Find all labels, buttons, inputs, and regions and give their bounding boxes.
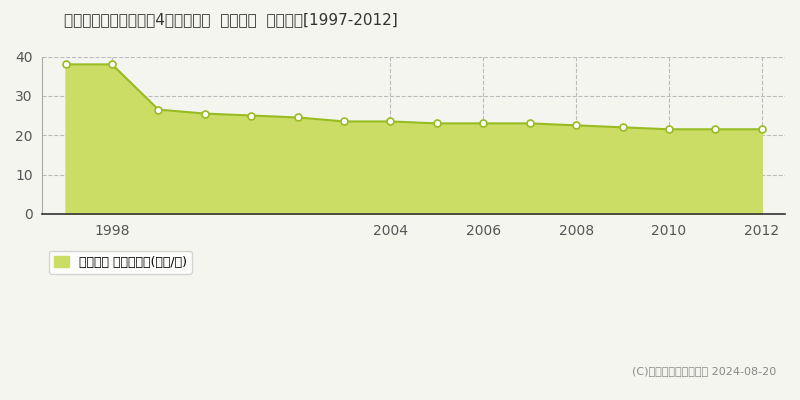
Point <box>198 110 211 117</box>
Legend: 地価公示 平均崪単価(万円/崪): 地価公示 平均崪単価(万円/崪) <box>49 251 191 274</box>
Point <box>291 114 304 121</box>
Point <box>523 120 536 126</box>
Point <box>755 126 768 132</box>
Text: (C)土地価格ドットコム 2024-08-20: (C)土地価格ドットコム 2024-08-20 <box>632 366 776 376</box>
Point <box>477 120 490 126</box>
Point <box>152 106 165 113</box>
Point <box>662 126 675 132</box>
Point <box>245 112 258 119</box>
Point <box>59 61 72 68</box>
Point <box>709 126 722 132</box>
Text: 愛知県瀬戸市はぎの台4丁目１７番  地価公示  地価推移[1997-2012]: 愛知県瀬戸市はぎの台4丁目１７番 地価公示 地価推移[1997-2012] <box>64 12 398 27</box>
Point <box>384 118 397 125</box>
Point <box>570 122 582 128</box>
Point <box>338 118 350 125</box>
Point <box>616 124 629 130</box>
Point <box>430 120 443 126</box>
Point <box>106 61 118 68</box>
